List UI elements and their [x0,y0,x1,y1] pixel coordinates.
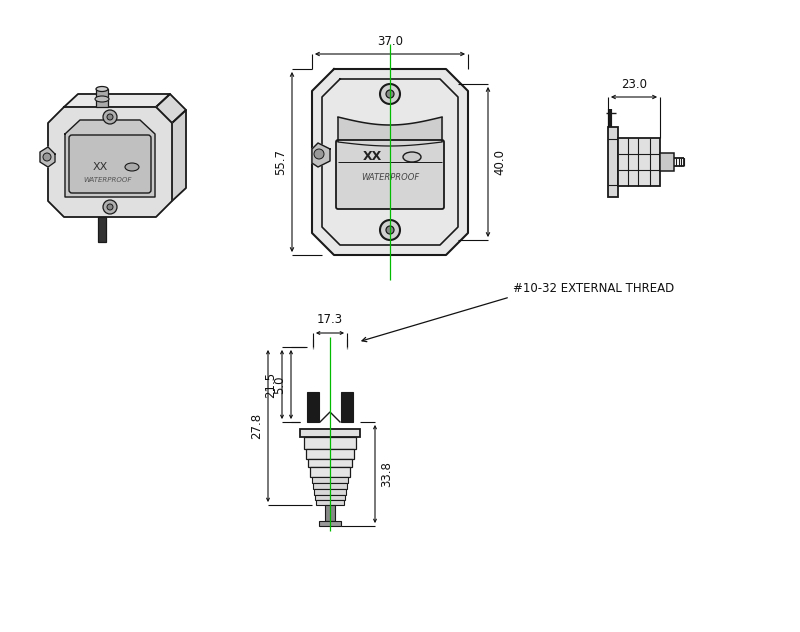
Bar [96,89,108,107]
Bar [304,437,356,449]
Polygon shape [65,120,155,197]
FancyBboxPatch shape [69,135,151,193]
Ellipse shape [125,163,139,171]
Polygon shape [48,107,172,217]
Text: XX: XX [362,150,382,164]
Circle shape [103,200,117,214]
Bar [315,495,345,500]
Bar [608,127,618,197]
Bar [319,521,341,526]
Text: 17.3: 17.3 [317,313,343,326]
Circle shape [314,149,324,159]
Text: XX: XX [92,162,108,172]
Bar [341,392,353,422]
Circle shape [380,84,400,104]
Polygon shape [172,110,186,201]
Bar [98,217,106,242]
Polygon shape [40,147,55,167]
Circle shape [386,226,394,234]
Circle shape [103,110,117,124]
Bar [300,429,360,437]
Text: WATERPROOF: WATERPROOF [84,177,132,183]
Text: 37.0: 37.0 [377,35,403,48]
Bar [618,138,660,186]
Ellipse shape [96,87,108,92]
Text: 40.0: 40.0 [493,149,506,175]
Bar [314,489,346,495]
Circle shape [107,114,113,120]
Polygon shape [312,143,330,167]
Text: #10-32 EXTERNAL THREAD: #10-32 EXTERNAL THREAD [513,282,674,295]
Polygon shape [156,94,186,123]
Text: 21.5: 21.5 [264,372,277,398]
Text: 27.8: 27.8 [250,413,263,439]
FancyBboxPatch shape [336,140,444,209]
Bar [310,467,350,477]
Text: 23.0: 23.0 [621,78,647,91]
Bar [316,500,344,505]
Bar [308,459,352,467]
Bar [660,153,674,171]
Ellipse shape [403,152,421,162]
Text: 5.0: 5.0 [273,375,286,394]
Text: 55.7: 55.7 [274,149,287,175]
Circle shape [43,153,51,161]
Circle shape [107,204,113,210]
Ellipse shape [95,96,109,102]
Bar [306,449,354,459]
Bar [325,505,335,521]
Circle shape [386,90,394,98]
Text: 33.8: 33.8 [380,461,393,487]
Bar [312,477,348,483]
Text: WATERPROOF: WATERPROOF [361,173,419,181]
Circle shape [380,220,400,240]
Bar [313,483,347,489]
Polygon shape [312,69,468,255]
Bar [307,392,319,422]
Polygon shape [64,94,170,107]
